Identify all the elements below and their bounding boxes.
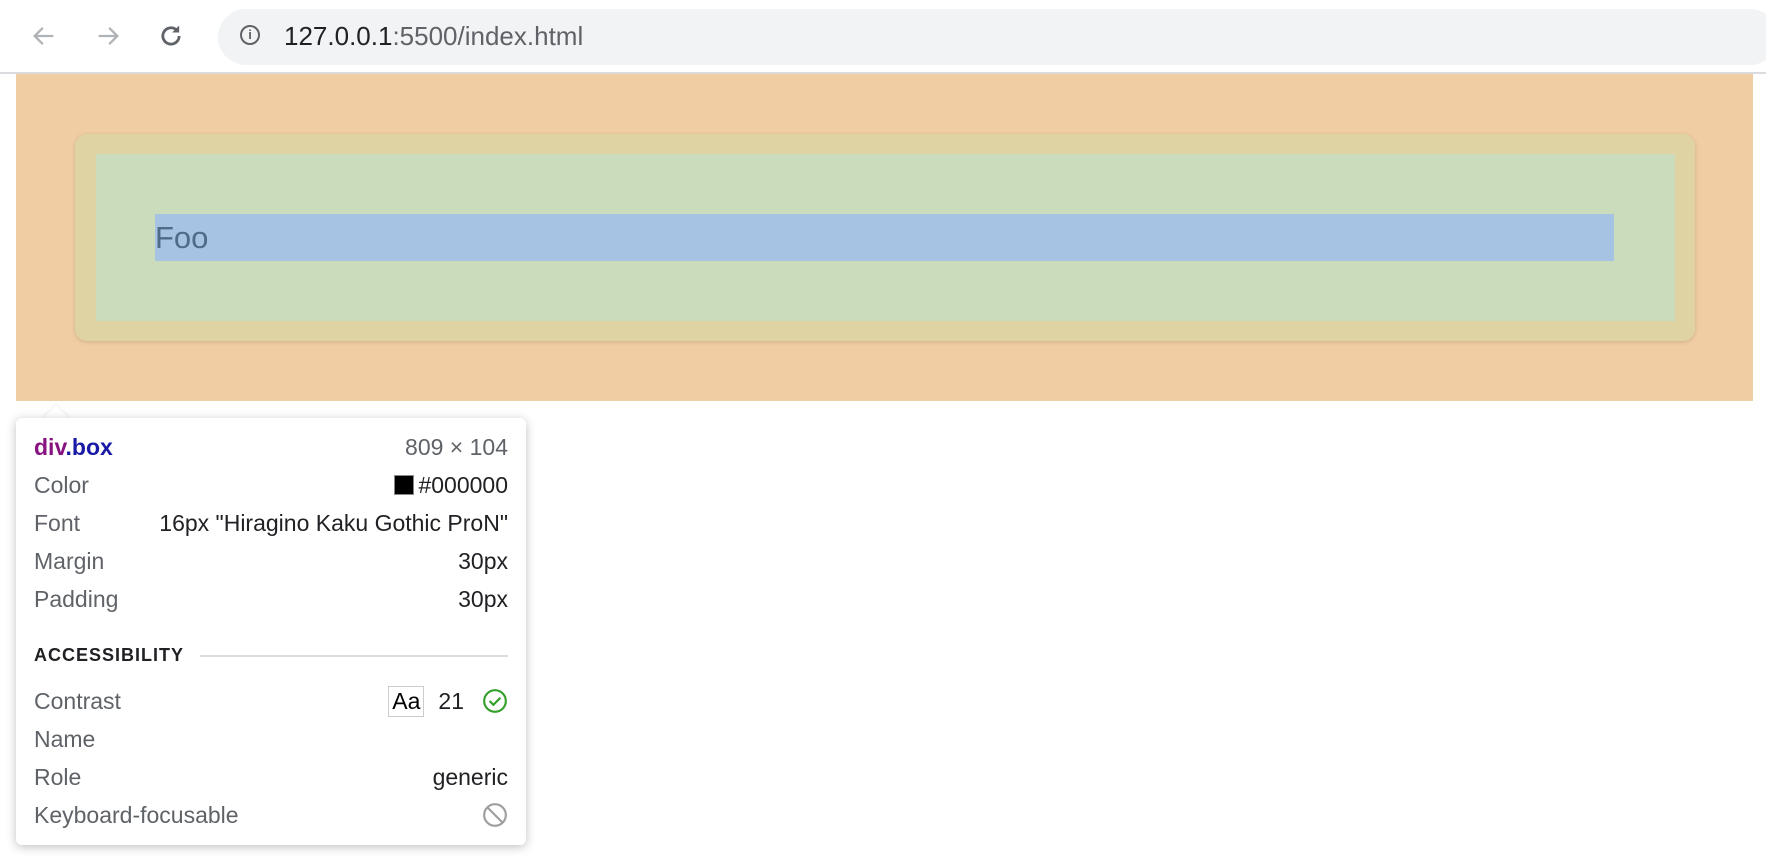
color-swatch-icon xyxy=(394,474,415,495)
url-path: :5500/index.html xyxy=(392,21,584,51)
forward-button[interactable] xyxy=(92,20,124,52)
content-highlight: Foo xyxy=(155,214,1614,261)
accessibility-heading: ACCESSIBILITY xyxy=(34,645,185,665)
padding-label: Padding xyxy=(34,585,119,612)
color-label: Color xyxy=(34,471,89,498)
font-label: Font xyxy=(34,509,81,536)
arrow-right-icon xyxy=(98,27,119,45)
page-viewport: Foo xyxy=(0,74,1766,864)
back-button[interactable] xyxy=(28,20,60,52)
color-value: #000000 xyxy=(418,471,508,498)
element-selector: div.box xyxy=(34,434,113,461)
box-text: Foo xyxy=(155,220,209,255)
accessibility-section-header: ACCESSIBILITY xyxy=(34,645,508,666)
address-bar[interactable]: i 127.0.0.1:5500/index.html xyxy=(218,9,1766,65)
margin-label: Margin xyxy=(34,547,105,574)
margin-value: 30px xyxy=(458,547,508,574)
contrast-label: Contrast xyxy=(34,687,121,714)
divider xyxy=(200,654,508,657)
element-tag: div xyxy=(34,433,66,460)
name-label: Name xyxy=(34,725,96,752)
element-class: .box xyxy=(65,433,113,460)
check-circle-icon xyxy=(483,689,507,713)
reload-icon xyxy=(161,25,181,46)
browser-toolbar: i 127.0.0.1:5500/index.html xyxy=(0,0,1766,74)
contrast-sample: Aa xyxy=(388,685,425,717)
padding-value: 30px xyxy=(458,585,508,612)
not-allowed-icon xyxy=(483,803,507,827)
focusable-label: Keyboard-focusable xyxy=(34,801,239,828)
url-text: 127.0.0.1:5500/index.html xyxy=(284,21,583,52)
inspect-tooltip: div.box 809 × 104 Color #000000 Font 16px … xyxy=(16,418,526,845)
arrow-left-icon xyxy=(33,27,54,45)
tooltip-arrow xyxy=(42,405,70,419)
font-value: 16px "Hiragino Kaku Gothic ProN" xyxy=(159,509,508,536)
reload-button[interactable] xyxy=(155,20,187,52)
element-size: 809 × 104 xyxy=(405,433,508,460)
info-icon[interactable]: i xyxy=(240,25,260,45)
role-label: Role xyxy=(34,763,82,790)
contrast-value: 21 xyxy=(438,687,464,714)
role-value: generic xyxy=(432,763,508,790)
url-host: 127.0.0.1 xyxy=(284,21,393,51)
